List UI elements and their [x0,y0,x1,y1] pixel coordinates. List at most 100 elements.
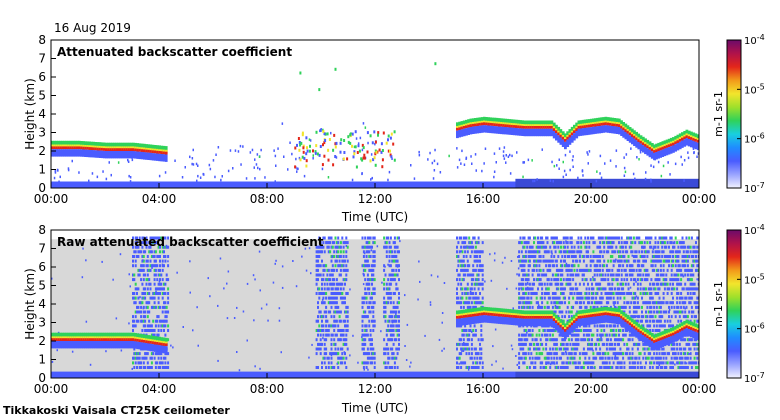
cloud-band-cell [681,132,684,138]
noise-cell [372,236,375,240]
speckle-cell [527,283,529,286]
cloud-band-cell [653,144,656,150]
cloud-base-cell [145,149,148,153]
noise-cell [591,333,593,337]
noise-cell [695,255,697,258]
noise-cell [650,315,653,319]
noise-cell [549,264,552,268]
scatter-cell [502,150,505,153]
noise-cell [666,241,669,245]
noise-cell [659,241,662,245]
noise-cell [387,338,390,342]
noise-cell [163,329,165,332]
noise-cell [362,250,365,254]
noise-cell [553,278,556,282]
noise-cell [330,305,333,309]
noise-cell [136,287,138,291]
cloud-base-cell [657,148,660,152]
noise-cell [619,329,622,332]
noise-cell [682,241,685,245]
noise-cell [325,352,328,356]
noise-cell [466,264,469,268]
noise-cell [159,245,161,249]
scatter-cell [595,179,598,183]
noise-cell [322,264,325,268]
noise-cell [608,287,611,291]
noise-cell [627,356,630,360]
cloud-base-cell [480,122,484,126]
noise-cell [546,287,549,291]
cloud-band-cell [63,140,67,147]
noise-cell [570,241,573,245]
speckle-cell [467,368,470,371]
noise-cell [550,356,553,360]
noise-cell [572,305,575,309]
noise-cell [674,352,677,356]
noise-cell [458,259,461,263]
noise-cell [473,255,476,258]
cloud-base-cell [474,123,477,127]
noise-cell [638,273,641,277]
noise-cell [596,245,599,249]
noise-cell [389,324,392,328]
noise-cell [681,241,684,245]
noise-cell [163,324,165,328]
noise-cell [395,305,398,309]
noise-cell [165,273,168,277]
noise-cell [372,268,375,272]
scatter-cell [203,173,205,176]
noise-cell [334,324,337,328]
noise-cell [481,282,484,286]
cloud-band-cell [82,144,85,149]
noise-cell [372,305,375,309]
noise-cell [566,305,569,309]
noise-cell [518,301,521,305]
noise-cell [569,310,572,314]
noise-cell [136,241,138,245]
cloud-band-cell [147,144,151,150]
noise-cell [468,301,471,305]
cloud-base-cell [478,122,482,126]
noise-cell [560,347,562,351]
noise-cell [531,356,534,360]
noise-cell [657,347,660,351]
cloud-shadow-cell [606,125,610,133]
convective-cell [380,142,383,146]
noise-cell [647,301,650,305]
noise-cell [659,324,662,328]
cloud-shadow-cell [476,126,480,134]
cloud-base-cell [69,146,73,150]
noise-cell [393,278,396,282]
noise-cell [373,236,376,240]
noise-cell [666,319,669,323]
noise-cell [654,315,657,319]
noise-cell [605,366,608,369]
noise-cell [368,250,371,254]
noise-cell [657,366,660,369]
noise-cell [167,301,170,305]
noise-cell [330,245,333,249]
noise-cell [342,319,345,323]
noise-cell [614,342,616,346]
noise-cell [364,296,367,300]
noise-cell [368,319,371,323]
noise-cell [561,282,564,286]
high-return-cell [434,62,437,66]
noise-cell [466,273,469,277]
noise-cell [338,319,341,323]
noise-cell [634,305,637,309]
noise-cell [588,338,591,342]
noise-cell [599,296,602,300]
noise-cell [388,255,391,258]
noise-cell [547,278,550,282]
noise-cell [627,255,630,258]
cloud-band-cell [592,118,595,125]
noise-cell [132,361,134,365]
noise-cell [646,319,649,323]
cloud-band-cell [506,118,509,125]
cloud-base-cell [493,123,497,127]
noise-cell [321,245,323,249]
noise-cell [665,236,668,240]
noise-cell [634,366,637,369]
cloud-shadow-cell [657,151,660,159]
